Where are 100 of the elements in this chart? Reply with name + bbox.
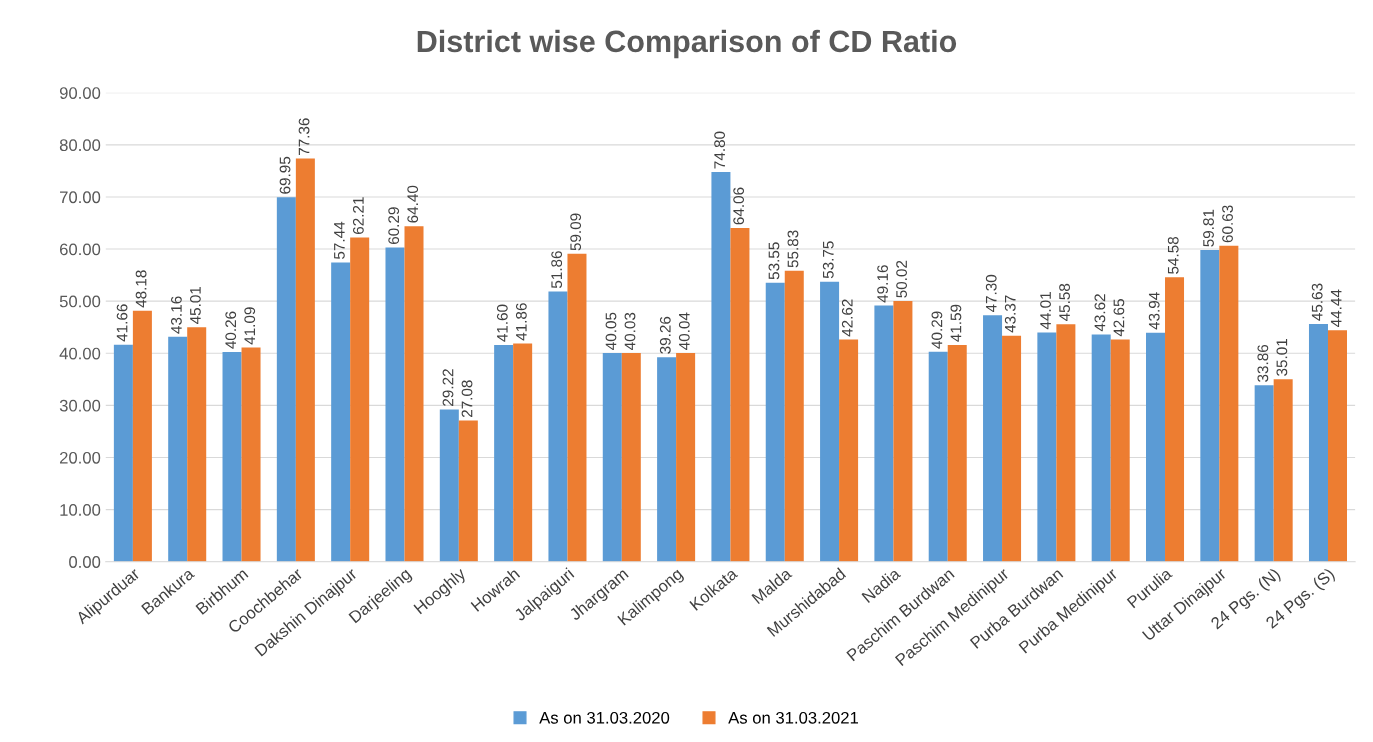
bar (222, 351, 242, 562)
data-label: 39.26 (659, 316, 671, 354)
data-label: 47.30 (985, 274, 997, 313)
data-label: 42.65 (1113, 299, 1125, 337)
y-tick-label: 30.00 (59, 399, 101, 412)
bar (132, 310, 152, 562)
bar (1110, 339, 1130, 562)
bar (494, 344, 514, 562)
bar (385, 247, 405, 562)
data-label: 42.62 (841, 299, 853, 337)
bar (350, 237, 370, 562)
bar (621, 353, 641, 562)
bar (928, 351, 948, 562)
data-label: 53.75 (822, 241, 834, 279)
bar (168, 336, 188, 562)
bar (404, 226, 424, 562)
bar (820, 281, 840, 562)
data-label: 40.03 (624, 312, 636, 350)
data-label: 27.08 (461, 380, 473, 418)
data-label: 69.95 (279, 156, 291, 194)
data-label: 41.60 (496, 304, 508, 342)
bar (657, 357, 677, 562)
bar (1219, 245, 1239, 562)
bar (439, 409, 459, 562)
data-label: 41.66 (116, 304, 128, 342)
bar (602, 353, 622, 562)
bar (676, 353, 696, 562)
data-label: 45.58 (1059, 283, 1070, 322)
data-label: 43.62 (1094, 294, 1106, 332)
bar (1037, 332, 1057, 562)
data-label: 64.06 (733, 187, 745, 225)
data-label: 57.44 (334, 221, 345, 260)
bar (1327, 330, 1347, 562)
data-label: 60.63 (1222, 205, 1233, 243)
data-label: 41.86 (515, 303, 527, 341)
data-label: 54.58 (1167, 236, 1179, 274)
bar (295, 158, 315, 562)
bar (567, 253, 587, 562)
data-label: 40.29 (931, 311, 943, 349)
data-label: 43.16 (170, 296, 182, 334)
data-label: 29.22 (442, 369, 454, 406)
bar (113, 344, 133, 562)
bar (276, 197, 296, 562)
data-label: 53.55 (768, 242, 780, 280)
y-tick-label: 90.00 (59, 87, 101, 99)
bar (1273, 379, 1293, 562)
data-label: 44.01 (1040, 292, 1051, 330)
bar (839, 339, 859, 562)
data-label: 59.81 (1203, 209, 1214, 247)
bar (548, 291, 568, 562)
bar (187, 327, 207, 562)
bar (1308, 323, 1328, 562)
bar (874, 305, 894, 562)
data-label: 49.16 (877, 265, 888, 303)
bar (241, 347, 261, 562)
bar (1165, 277, 1185, 562)
data-label: 77.36 (298, 118, 310, 156)
data-label: 40.05 (605, 312, 617, 350)
data-label: 74.80 (714, 131, 726, 169)
data-label: 59.09 (570, 213, 582, 251)
data-label: 40.04 (678, 312, 690, 350)
bar (711, 171, 731, 562)
data-label: 64.40 (407, 185, 419, 223)
data-label: 41.59 (950, 304, 962, 342)
y-tick-label: 80.00 (59, 139, 101, 152)
data-label: 43.37 (1004, 295, 1016, 333)
y-tick-label: 10.00 (60, 503, 101, 516)
bar (513, 343, 533, 562)
bar (983, 315, 1003, 562)
bar (784, 270, 804, 562)
data-label: 51.86 (551, 251, 563, 289)
bar (1254, 385, 1274, 562)
bar (947, 344, 967, 562)
data-label: 50.02 (896, 260, 908, 298)
data-label: 40.26 (225, 311, 237, 349)
data-label: 45.01 (189, 286, 201, 325)
legend-label: As on 31.03.2021 (728, 711, 859, 724)
bar (1146, 332, 1166, 562)
bar (893, 301, 913, 562)
bar (458, 420, 478, 562)
legend-label: As on 31.03.2020 (539, 711, 670, 724)
bar (1002, 335, 1022, 562)
data-label: 55.83 (787, 230, 799, 268)
data-label: 35.01 (1276, 339, 1288, 376)
y-tick-label: 20.00 (60, 451, 101, 464)
data-label: 44.44 (1330, 289, 1342, 328)
y-tick-label: 60.00 (60, 243, 101, 256)
data-label: 33.86 (1257, 344, 1269, 382)
data-label: 60.29 (388, 207, 400, 244)
bar (1091, 334, 1111, 562)
bar (1056, 324, 1076, 562)
chart-title: District wise Comparison of CD Ratio (417, 29, 957, 59)
data-label: 45.63 (1311, 283, 1323, 321)
y-tick-label: 50.00 (59, 295, 101, 308)
data-label: 62.21 (352, 197, 364, 234)
bar (331, 262, 351, 562)
data-label: 41.09 (244, 307, 256, 345)
bar (1200, 250, 1220, 562)
data-label: 48.18 (135, 270, 147, 308)
bar (730, 227, 750, 562)
